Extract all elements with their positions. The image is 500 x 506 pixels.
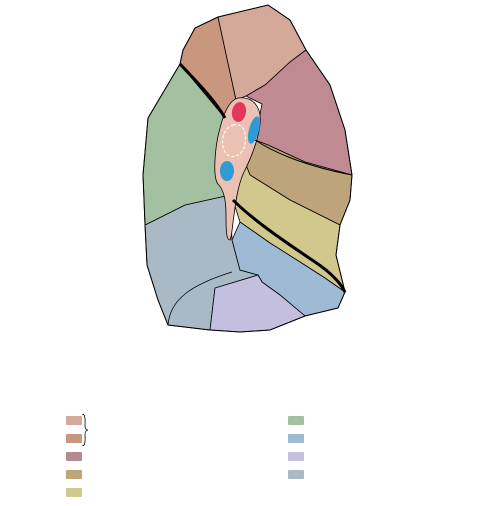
legend-item-lower-anterior-basal	[288, 434, 306, 444]
brace-icon	[82, 414, 88, 446]
legend-left-column	[66, 414, 88, 506]
basal-division-line	[167, 271, 233, 326]
legend-item-upper-anterior	[66, 452, 84, 462]
legend-swatch	[66, 416, 82, 425]
legend-swatch	[66, 434, 82, 443]
legend-swatch	[66, 470, 82, 479]
legend-item-lower-posterior-basal	[288, 470, 306, 480]
legend-swatch	[66, 488, 82, 497]
legend-item-middle-medial	[66, 488, 84, 498]
legend-item-upper-apical	[66, 414, 88, 446]
bronchus-outline	[221, 123, 247, 158]
legend-swatch	[288, 434, 304, 443]
oblique-fissure-lower	[231, 198, 347, 293]
legend-item-lower-superior	[288, 416, 306, 426]
legend-item-middle-lateral	[66, 470, 84, 480]
legend-item-upper-posterior	[66, 434, 84, 444]
lung-segment-diagram	[142, 4, 353, 333]
legend-swatch	[288, 452, 304, 461]
pulmonary-vein-lower	[220, 161, 234, 181]
horizontal-fissure	[254, 139, 353, 176]
legend-swatch	[288, 416, 304, 425]
pulmonary-artery	[231, 102, 247, 122]
oblique-fissure-upper	[178, 62, 227, 119]
legend-swatch	[66, 452, 82, 461]
lung-outline	[142, 4, 353, 333]
legend-swatch	[288, 470, 304, 479]
pulmonary-vein-upper	[247, 116, 261, 144]
legend-item-lower-medial-basal	[288, 452, 306, 462]
legend-right-column	[288, 416, 306, 488]
